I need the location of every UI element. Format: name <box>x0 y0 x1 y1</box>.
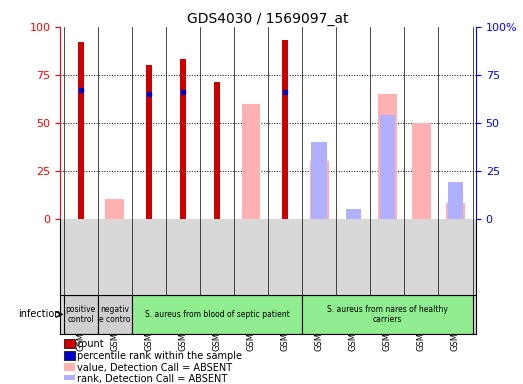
Text: S. aureus from blood of septic patient: S. aureus from blood of septic patient <box>144 310 289 319</box>
Bar <box>282 40 288 218</box>
Title: GDS4030 / 1569097_at: GDS4030 / 1569097_at <box>187 12 349 26</box>
Bar <box>448 182 463 218</box>
Bar <box>214 83 220 218</box>
Bar <box>64 339 75 348</box>
Bar <box>146 65 152 218</box>
Bar <box>64 351 75 360</box>
Bar <box>105 199 124 218</box>
Bar <box>310 161 328 218</box>
Text: value, Detection Call = ABSENT: value, Detection Call = ABSENT <box>77 362 232 372</box>
Bar <box>346 209 361 218</box>
Bar <box>312 142 327 218</box>
Bar <box>98 295 132 334</box>
Bar <box>378 94 396 218</box>
Bar <box>380 115 395 218</box>
Text: count: count <box>77 339 105 349</box>
Bar <box>77 42 84 218</box>
Text: rank, Detection Call = ABSENT: rank, Detection Call = ABSENT <box>77 374 227 384</box>
Bar <box>446 203 465 218</box>
Text: S. aureus from nares of healthy
carriers: S. aureus from nares of healthy carriers <box>327 305 448 324</box>
Bar <box>132 295 302 334</box>
Bar <box>412 123 431 218</box>
Bar <box>64 295 98 334</box>
Bar <box>180 60 186 218</box>
Text: infection: infection <box>18 310 61 319</box>
Text: negativ
e contro: negativ e contro <box>99 305 130 324</box>
Bar <box>64 374 75 383</box>
Bar <box>64 363 75 371</box>
Text: positive
control: positive control <box>65 305 96 324</box>
Bar <box>242 104 260 218</box>
Bar <box>302 295 472 334</box>
Text: percentile rank within the sample: percentile rank within the sample <box>77 351 242 361</box>
